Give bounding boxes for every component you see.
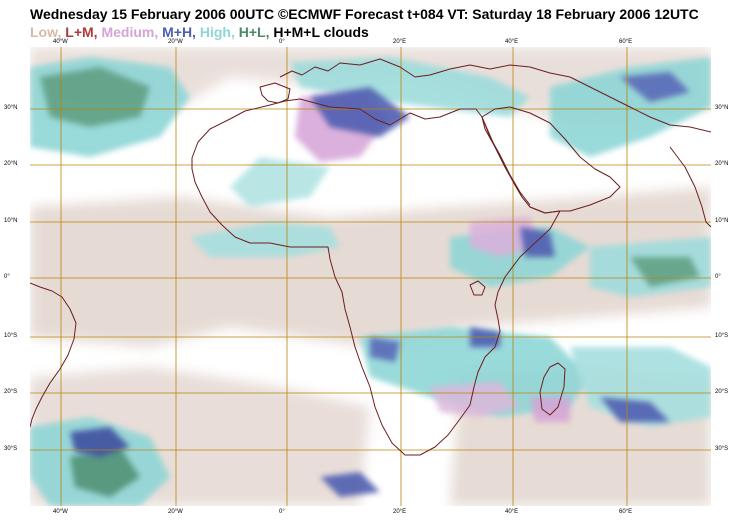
europe-coast	[279, 58, 571, 78]
forecast-title: Wednesday 15 February 2006 00UTC ©ECMWF …	[30, 6, 699, 22]
lat-label-left: 20°S	[4, 389, 18, 395]
lat-label-right: 30°S	[715, 446, 729, 452]
lon-label-top: 40°E	[505, 39, 519, 45]
lon-label-bottom: 0°	[279, 509, 285, 515]
lon-label-top: 0°	[279, 39, 285, 45]
lat-label-left: 0°	[4, 274, 10, 280]
lon-label-top: 60°E	[619, 39, 633, 45]
lon-label-bottom: 20°W	[168, 509, 183, 515]
lat-label-right: 10°N	[715, 218, 729, 224]
madagascar-coast	[539, 362, 566, 416]
graticule	[30, 47, 711, 506]
cloud-legend: Low, L+M, Medium, M+H, High, H+L, H+M+L …	[30, 24, 369, 40]
lat-label-right: 20°N	[715, 161, 729, 167]
high-low-cloud-layer	[40, 67, 700, 497]
south-america-coast	[30, 282, 77, 428]
legend-hl: H+L,	[238, 24, 274, 40]
low-cloud-layer	[30, 47, 711, 506]
lat-label-right: 10°S	[715, 333, 729, 339]
lat-label-left: 20°N	[4, 161, 18, 167]
red-sea-coast	[481, 116, 531, 206]
lon-label-bottom: 40°W	[53, 509, 68, 515]
legend-lm: L+M,	[65, 24, 102, 40]
lat-label-right: 30°N	[715, 105, 729, 111]
medium-high-cloud-layer	[70, 72, 690, 497]
lon-label-top: 20°E	[393, 39, 407, 45]
iran-coast	[569, 76, 711, 133]
coastline	[30, 58, 711, 456]
lat-label-right: 0°	[715, 274, 721, 280]
legend-high: High,	[199, 24, 239, 40]
lat-label-left: 30°N	[4, 105, 18, 111]
lat-label-right: 20°S	[715, 389, 729, 395]
lon-label-top: 40°W	[53, 39, 68, 45]
cloud-map	[30, 47, 711, 506]
legend-hml: H+M+L clouds	[273, 24, 369, 40]
iberia-coast	[259, 82, 291, 104]
lake-victoria	[469, 280, 486, 296]
lat-label-left: 30°S	[4, 446, 18, 452]
lon-label-top: 20°W	[168, 39, 183, 45]
africa-coast	[191, 98, 561, 456]
legend-low: Low,	[30, 24, 66, 40]
arabia-coast	[481, 106, 621, 214]
lon-label-bottom: 60°E	[619, 509, 633, 515]
india-coast	[669, 146, 711, 228]
lon-label-bottom: 40°E	[505, 509, 519, 515]
lat-label-left: 10°S	[4, 333, 18, 339]
lon-label-bottom: 20°E	[393, 509, 407, 515]
legend-medium: Medium,	[101, 24, 163, 40]
lat-label-left: 10°N	[4, 218, 18, 224]
legend-mh: M+H,	[162, 24, 200, 40]
